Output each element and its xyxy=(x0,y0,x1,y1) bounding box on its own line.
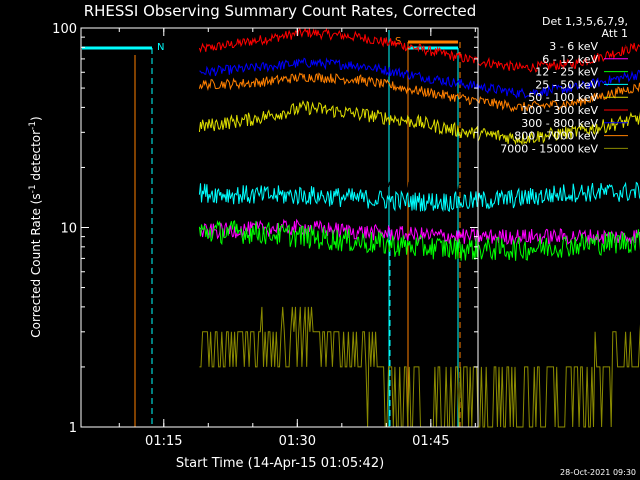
series-trace xyxy=(198,219,640,261)
series-trace xyxy=(198,72,640,113)
axes: 01:15 01:30 01:45 1 10 100 xyxy=(52,22,478,449)
y-axis-label-part2: detector xyxy=(29,130,43,185)
series-25-50-kev xyxy=(198,181,640,213)
legend-label: 100 - 300 keV xyxy=(521,104,598,117)
legend-label: 25 - 50 keV xyxy=(535,78,598,91)
legend-label: 7000 - 15000 keV xyxy=(500,142,598,155)
legend-header-detectors: Det 1,3,5,6,7,9, xyxy=(542,15,628,28)
series-7000-15000-kev xyxy=(199,306,640,428)
series-300-800-kev xyxy=(199,57,640,99)
x-tick-label: 01:15 xyxy=(145,434,182,449)
legend-label: 3 - 6 keV xyxy=(549,40,598,53)
y-axis-label: Corrected Count Rate (s-1 detector-1) xyxy=(28,116,43,337)
x-axis-label: Start Time (14-Apr-15 01:05:42) xyxy=(176,456,384,471)
night-marker-label: N xyxy=(157,42,164,53)
series-100-300-kev xyxy=(198,27,640,73)
series-trace xyxy=(198,99,640,146)
y-tick-label: 10 xyxy=(60,222,77,237)
series-50-100-kev xyxy=(198,99,640,146)
x-tick-label: 01:45 xyxy=(412,434,449,449)
legend-header-attenuator: Att 1 xyxy=(602,27,628,40)
legend-label: 12 - 25 keV xyxy=(535,66,598,79)
series-800-7000-kev xyxy=(198,72,640,113)
y-axis-label-part1: Corrected Count Rate (s xyxy=(29,193,43,337)
y-axis-label-sup1: -1 xyxy=(28,184,38,193)
y-tick-label: 1 xyxy=(69,421,77,436)
footer-timestamp: 28-Oct-2021 09:30 xyxy=(560,468,636,477)
series-trace xyxy=(199,57,640,99)
legend-label: 50 - 100 keV xyxy=(528,91,598,104)
series-12-25-kev xyxy=(198,219,640,261)
legend-label: 800 - 7000 keV xyxy=(514,130,598,143)
plot-area: NS xyxy=(82,27,640,428)
series-trace xyxy=(198,27,640,73)
chart-title: RHESSI Observing Summary Count Rates, Co… xyxy=(84,2,477,20)
series-trace xyxy=(198,181,640,213)
y-axis-label-part3: ) xyxy=(29,116,43,121)
legend-label: 6 - 12 keV xyxy=(542,53,598,66)
y-tick-label: 100 xyxy=(52,22,77,37)
y-axis-label-sup2: -1 xyxy=(28,121,38,130)
x-tick-label: 01:30 xyxy=(279,434,316,449)
series-trace xyxy=(199,306,640,428)
legend-label: 300 - 800 keV xyxy=(521,117,598,130)
